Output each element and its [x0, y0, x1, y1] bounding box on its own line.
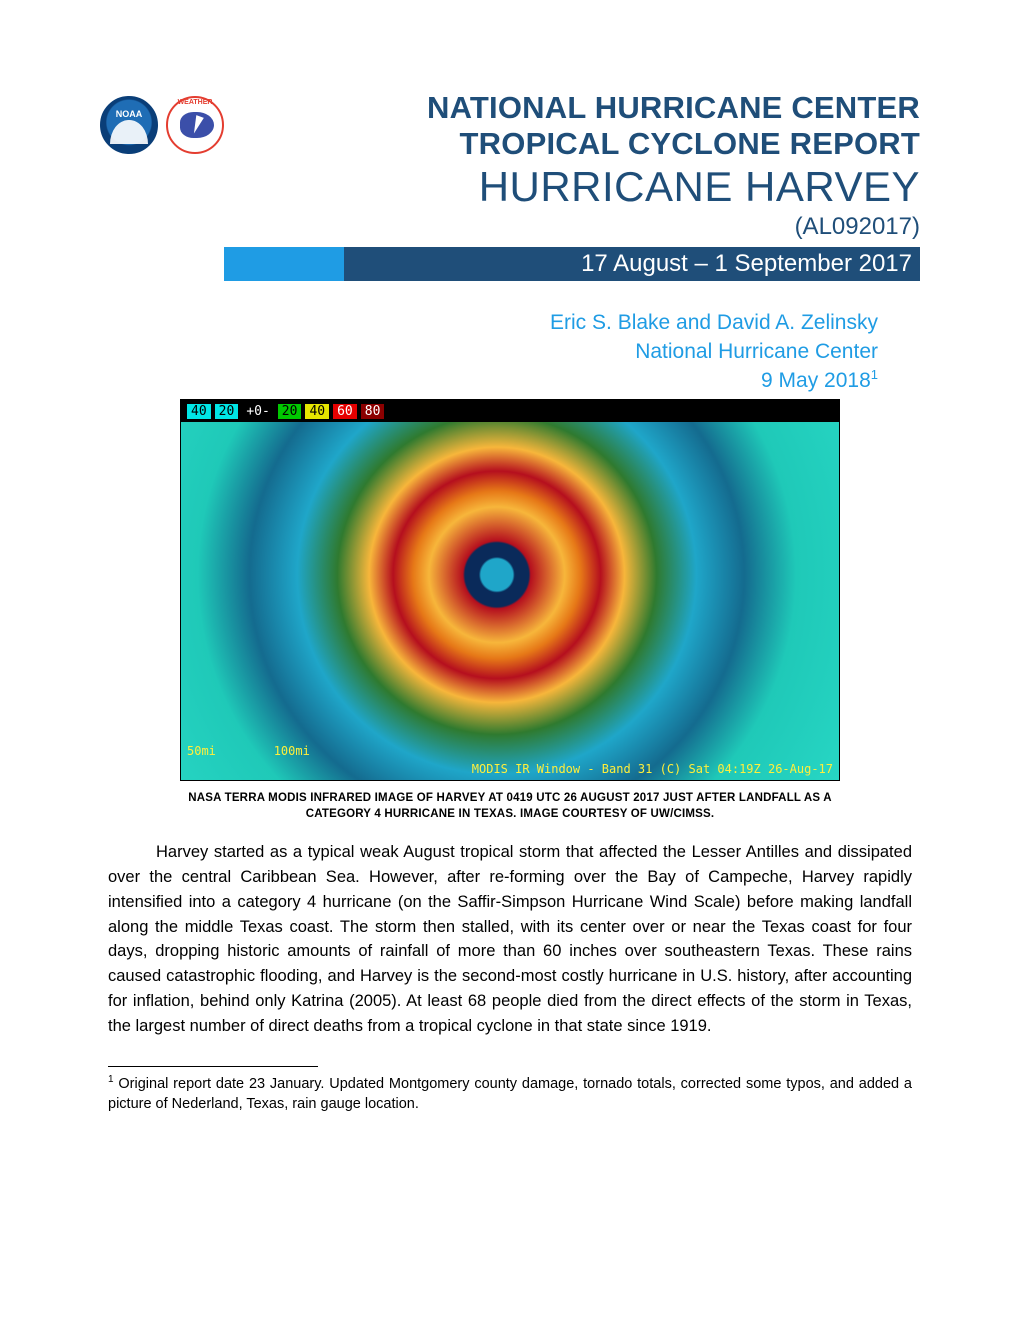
satellite-scale: 50mi 100mi [187, 744, 310, 758]
scale-50mi: 50mi [187, 744, 216, 758]
satellite-image: 40 20 +0- 20 40 60 80 50mi 100mi MODIS I… [180, 399, 840, 781]
nws-logo-icon: WEATHER [166, 96, 224, 154]
noaa-logo-text: NOAA [116, 109, 143, 119]
noaa-logo-icon: NOAA [100, 96, 158, 154]
footnote: 1 Original report date 23 January. Updat… [108, 1073, 912, 1114]
header-row: NOAA WEATHER NATIONAL HURRICANE CENTER T… [100, 90, 920, 281]
figure-caption: NASA TERRA MODIS INFRARED IMAGE OF HARVE… [170, 791, 850, 822]
colorbar-seg-3: 20 [278, 404, 302, 419]
title-block: NATIONAL HURRICANE CENTER TROPICAL CYCLO… [224, 90, 920, 281]
satellite-colorbar: 40 20 +0- 20 40 60 80 [181, 400, 839, 422]
author-block: Eric S. Blake and David A. Zelinsky Nati… [100, 309, 920, 395]
date-range-bar: 17 August – 1 September 2017 [344, 247, 920, 281]
colorbar-seg-5: 60 [333, 404, 357, 419]
report-title-line2: TROPICAL CYCLONE REPORT [224, 126, 920, 162]
author-date: 9 May 20181 [100, 366, 878, 395]
author-date-text: 9 May 2018 [761, 369, 871, 392]
scale-100mi: 100mi [274, 744, 310, 758]
author-org: National Hurricane Center [100, 338, 878, 366]
storm-name: HURRICANE HARVEY [224, 163, 920, 211]
footnote-rule [108, 1066, 318, 1067]
colorbar-seg-2: +0- [242, 404, 273, 419]
colorbar-seg-4: 40 [305, 404, 329, 419]
agency-logos: NOAA WEATHER [100, 96, 224, 154]
colorbar-seg-0: 40 [187, 404, 211, 419]
colorbar-seg-6: 80 [361, 404, 385, 419]
nws-logo-text: WEATHER [168, 99, 222, 106]
report-title-line1: NATIONAL HURRICANE CENTER [224, 90, 920, 126]
footnote-text: Original report date 23 January. Updated… [108, 1076, 912, 1112]
satellite-info-label: MODIS IR Window - Band 31 (C) Sat 04:19Z… [472, 762, 833, 776]
figure-wrap: 40 20 +0- 20 40 60 80 50mi 100mi MODIS I… [100, 399, 920, 781]
summary-paragraph: Harvey started as a typical weak August … [108, 840, 912, 1038]
date-bar-row: 17 August – 1 September 2017 [224, 247, 920, 281]
author-names: Eric S. Blake and David A. Zelinsky [100, 309, 878, 337]
author-footnote-mark: 1 [871, 367, 878, 382]
colorbar-seg-1: 20 [215, 404, 239, 419]
date-bar-accent [224, 247, 344, 281]
storm-id: (AL092017) [224, 213, 920, 241]
